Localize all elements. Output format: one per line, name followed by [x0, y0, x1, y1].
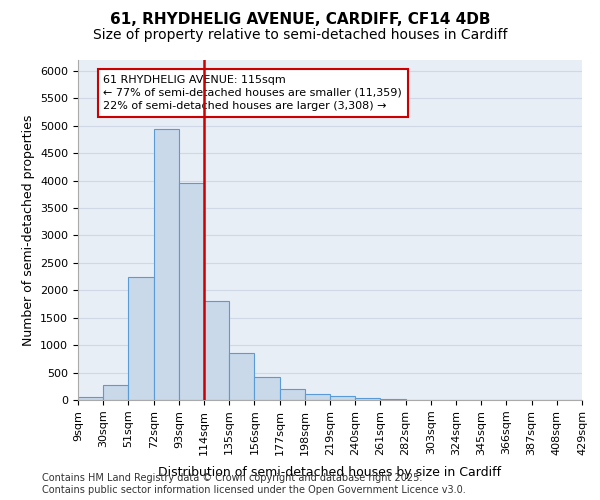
Bar — [254, 377, 280, 400]
Bar — [305, 394, 330, 400]
Bar — [330, 396, 355, 400]
X-axis label: Distribution of semi-detached houses by size in Cardiff: Distribution of semi-detached houses by … — [158, 466, 502, 479]
Bar — [204, 302, 229, 400]
Bar — [280, 389, 305, 400]
Text: 61, RHYDHELIG AVENUE, CARDIFF, CF14 4DB: 61, RHYDHELIG AVENUE, CARDIFF, CF14 4DB — [110, 12, 490, 28]
Bar — [154, 128, 179, 400]
Bar — [355, 398, 380, 400]
Y-axis label: Number of semi-detached properties: Number of semi-detached properties — [22, 114, 35, 346]
Text: Contains HM Land Registry data © Crown copyright and database right 2025.
Contai: Contains HM Land Registry data © Crown c… — [42, 474, 466, 495]
Bar — [103, 385, 128, 400]
Text: 61 RHYDHELIG AVENUE: 115sqm
← 77% of semi-detached houses are smaller (11,359)
2: 61 RHYDHELIG AVENUE: 115sqm ← 77% of sem… — [103, 74, 402, 111]
Bar — [128, 276, 154, 400]
Bar — [229, 354, 254, 400]
Bar — [179, 184, 204, 400]
Text: Size of property relative to semi-detached houses in Cardiff: Size of property relative to semi-detach… — [93, 28, 507, 42]
Bar — [78, 398, 103, 400]
